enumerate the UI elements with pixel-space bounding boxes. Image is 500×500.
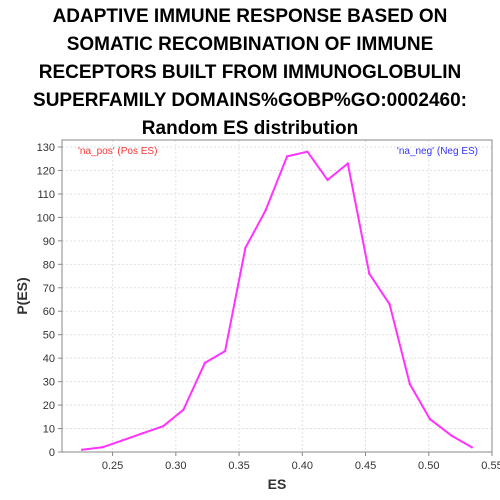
axis-ticks: 0.25 0.30 0.35 0.40 0.45 0.50 0.55 0 10 20 30 40 50 6… (37, 142, 500, 472)
x-axis-title: ES (268, 476, 287, 492)
data-point (285, 155, 289, 158)
chart-title-line: SOMATIC RECOMBINATION OF IMMUNE (66, 34, 434, 55)
x-tick-label: 0.30 (165, 460, 186, 472)
data-point (346, 162, 349, 165)
y-tick-label: 120 (37, 165, 55, 177)
y-tick-label: 130 (37, 142, 55, 154)
data-point (326, 178, 329, 182)
x-tick-label: 0.45 (355, 460, 376, 472)
series-layer (81, 150, 473, 451)
y-axis-title: P(ES) (14, 277, 30, 314)
chart-title: ADAPTIVE IMMUNE RESPONSE BASED ON SOMATI… (0, 3, 500, 143)
data-point (368, 272, 371, 275)
x-tick-label: 0.35 (228, 460, 249, 472)
x-tick-label: 0.55 (481, 460, 500, 472)
y-tick-label: 110 (37, 189, 55, 201)
legend-neg-es: 'na_neg' (Neg ES) (397, 146, 478, 157)
y-tick-label: 40 (43, 353, 55, 365)
chart-title-line: ADAPTIVE IMMUNE RESPONSE BASED ON (52, 6, 448, 27)
data-point (450, 434, 453, 437)
chart-title-line: Random ES distribution (141, 118, 359, 139)
y-tick-label: 90 (43, 236, 55, 248)
y-tick-label: 50 (43, 330, 55, 342)
data-point (182, 408, 185, 411)
chart-title-line: RECEPTORS BUILT FROM IMMUNOGLOBULIN (38, 62, 462, 83)
plot-area-frame (61, 139, 493, 453)
y-tick-label: 100 (37, 212, 55, 224)
grid (62, 140, 493, 453)
x-tick-label: 0.50 (418, 460, 439, 472)
es-distribution-line (82, 150, 473, 451)
data-point (81, 448, 84, 451)
y-tick-label: 10 (43, 424, 55, 436)
chart-title-line: SUPERFAMILY DOMAINS%GOBP%GO:0002460: (33, 90, 467, 111)
data-point (408, 382, 411, 386)
y-tick-label: 70 (43, 283, 55, 295)
y-tick-label: 30 (43, 377, 55, 389)
y-tick-label: 0 (49, 447, 55, 459)
data-point (264, 209, 267, 212)
data-point (388, 303, 391, 306)
data-point (244, 246, 247, 250)
y-tick-label: 60 (43, 306, 55, 318)
data-point (203, 361, 207, 365)
data-point (306, 150, 309, 153)
x-tick-label: 0.40 (292, 460, 313, 472)
data-point (141, 432, 145, 435)
data-point (428, 418, 432, 421)
legend-pos-es: 'na_pos' (Pos ES) (78, 146, 157, 157)
data-point (162, 425, 165, 428)
data-point (470, 446, 473, 449)
data-point (223, 349, 227, 353)
x-tick-label: 0.25 (102, 460, 123, 472)
data-point (121, 439, 124, 442)
data-point (101, 446, 104, 449)
y-tick-label: 20 (43, 400, 55, 412)
y-tick-label: 80 (43, 259, 55, 271)
